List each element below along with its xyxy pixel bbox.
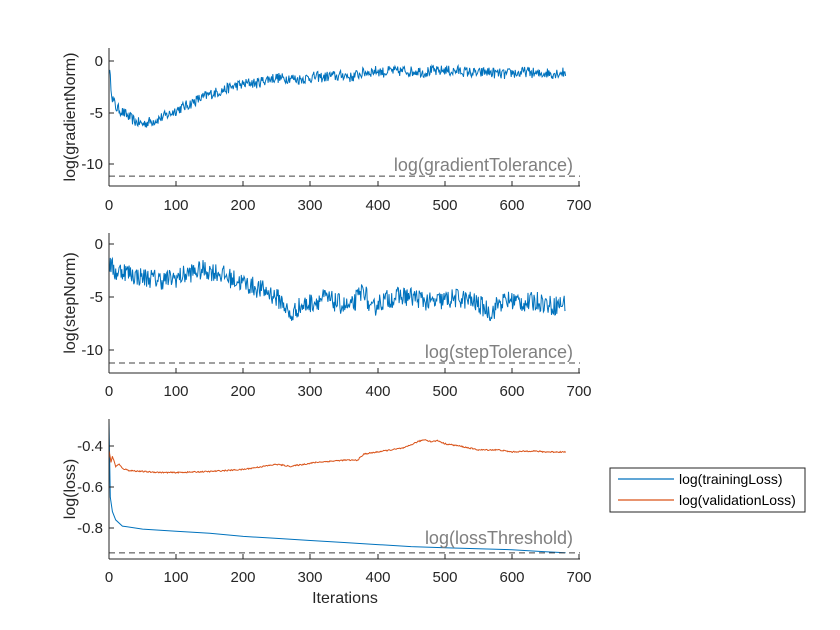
step-norm-x-ticks: 0 100 200 300 400 500 600 700 [105, 368, 592, 400]
x-tick-label: 300 [297, 569, 322, 586]
x-tick-label: 400 [365, 569, 390, 586]
gradient-norm-line [108, 63, 567, 128]
y-tick-label: -0.4 [77, 438, 103, 455]
x-tick-label: 0 [105, 569, 113, 586]
log-stepnorm-series [108, 256, 566, 322]
y-tick-label: -5 [90, 105, 103, 122]
x-tick-label: 200 [230, 197, 255, 214]
x-tick-label: 100 [163, 569, 188, 586]
y-tick-label: -5 [90, 289, 103, 306]
x-tick-label: 600 [499, 569, 524, 586]
loss-lines [108, 421, 567, 554]
loss-legend: log(trainingLoss) log(validationLoss) [609, 467, 806, 513]
x-tick-label: 500 [432, 569, 457, 586]
x-tick-label: 300 [297, 197, 322, 214]
step-norm-plot: log(stepTolerance) 0 -5 -10 0 100 200 30… [62, 233, 592, 400]
legend-box [609, 467, 806, 513]
gradient-norm-plot: log(gradientTolerance) 0 -5 -10 0 100 20… [62, 48, 592, 214]
x-tick-label: 700 [566, 197, 591, 214]
x-tick-label: 100 [163, 197, 188, 214]
x-tick-label: 600 [499, 197, 524, 214]
loss-x-ticks: 0 100 200 300 400 500 600 700 [105, 554, 592, 586]
gradient-norm-x-ticks: 0 100 200 300 400 500 600 700 [105, 181, 592, 214]
step-norm-y-ticks: 0 -5 -10 [81, 236, 114, 359]
legend-label-validation-loss: log(validationLoss) [679, 492, 796, 508]
gradient-norm-y-label: log(gradientNorm) [62, 53, 79, 182]
log-gradientnorm-series [108, 63, 567, 128]
x-tick-label: 500 [432, 383, 457, 400]
log-validationloss-series [108, 439, 567, 474]
step-norm-y-label: log(stepNorm) [62, 252, 79, 353]
loss-y-ticks: -0.4 -0.6 -0.8 [77, 438, 114, 537]
y-tick-label: -10 [81, 156, 103, 173]
gradient-norm-y-ticks: 0 -5 -10 [81, 53, 114, 173]
y-tick-label: -0.8 [77, 520, 103, 537]
loss-threshold-label: log(lossThreshold) [425, 528, 573, 548]
iterations-x-label: Iterations [312, 590, 378, 607]
x-tick-label: 0 [105, 197, 113, 214]
x-tick-label: 200 [230, 569, 255, 586]
step-tolerance-label: log(stepTolerance) [425, 342, 573, 362]
y-tick-label: 0 [95, 53, 103, 70]
loss-y-label: log(loss) [62, 459, 79, 519]
x-tick-label: 500 [432, 197, 457, 214]
x-tick-label: 700 [566, 383, 591, 400]
x-tick-label: 300 [297, 383, 322, 400]
y-tick-label: -0.6 [77, 479, 103, 496]
x-tick-label: 0 [105, 383, 113, 400]
x-tick-label: 200 [230, 383, 255, 400]
loss-plot: log(lossThreshold) -0.4 -0.6 -0.8 0 100 … [62, 419, 592, 607]
legend-label-training-loss: log(trainingLoss) [679, 471, 783, 487]
x-tick-label: 600 [499, 383, 524, 400]
step-norm-line [108, 256, 566, 322]
x-tick-label: 400 [365, 197, 390, 214]
x-tick-label: 700 [566, 569, 591, 586]
x-tick-label: 400 [365, 383, 390, 400]
y-tick-label: -10 [81, 342, 103, 359]
log-trainingloss-series [108, 421, 566, 554]
x-tick-label: 100 [163, 383, 188, 400]
gradient-tolerance-label: log(gradientTolerance) [394, 155, 573, 175]
y-tick-label: 0 [95, 236, 103, 253]
